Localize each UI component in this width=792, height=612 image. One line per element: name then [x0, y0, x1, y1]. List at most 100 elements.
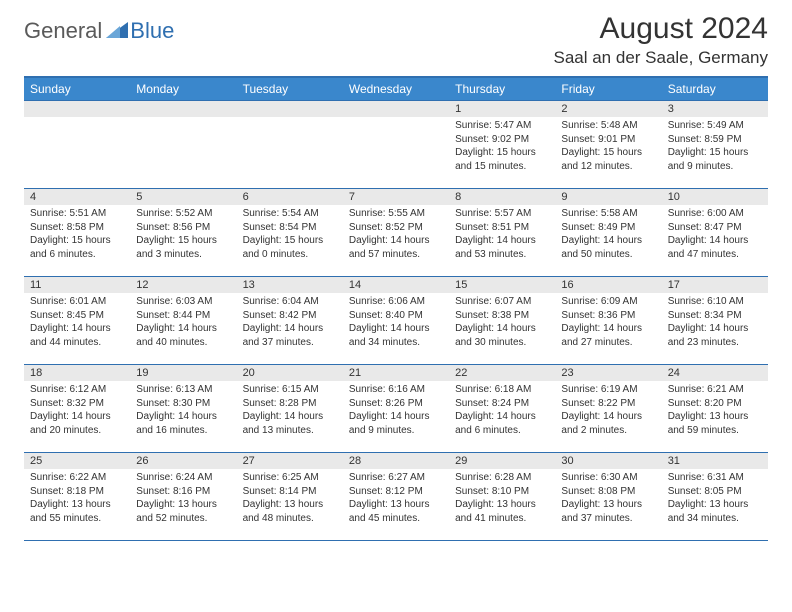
day-details: Sunrise: 6:09 AMSunset: 8:36 PMDaylight:…: [555, 293, 661, 353]
day-details: Sunrise: 6:10 AMSunset: 8:34 PMDaylight:…: [662, 293, 768, 353]
calendar-day-cell: [130, 101, 236, 189]
day-number-strip: 9: [555, 189, 661, 205]
day-details: Sunrise: 5:52 AMSunset: 8:56 PMDaylight:…: [130, 205, 236, 265]
day-details: Sunrise: 6:04 AMSunset: 8:42 PMDaylight:…: [237, 293, 343, 353]
sunrise-line: Sunrise: 5:58 AM: [561, 207, 655, 221]
calendar-body: 1Sunrise: 5:47 AMSunset: 9:02 PMDaylight…: [24, 101, 768, 541]
sunset-line: Sunset: 8:52 PM: [349, 221, 443, 235]
day-details: Sunrise: 6:18 AMSunset: 8:24 PMDaylight:…: [449, 381, 555, 441]
daylight-line: Daylight: 14 hours and 34 minutes.: [349, 322, 443, 349]
calendar-day-cell: 11Sunrise: 6:01 AMSunset: 8:45 PMDayligh…: [24, 277, 130, 365]
sunset-line: Sunset: 8:54 PM: [243, 221, 337, 235]
sunrise-line: Sunrise: 6:15 AM: [243, 383, 337, 397]
day-details: Sunrise: 6:30 AMSunset: 8:08 PMDaylight:…: [555, 469, 661, 529]
day-details: Sunrise: 6:25 AMSunset: 8:14 PMDaylight:…: [237, 469, 343, 529]
day-header: Wednesday: [343, 77, 449, 101]
calendar-day-cell: 1Sunrise: 5:47 AMSunset: 9:02 PMDaylight…: [449, 101, 555, 189]
sunrise-line: Sunrise: 5:57 AM: [455, 207, 549, 221]
daylight-line: Daylight: 13 hours and 45 minutes.: [349, 498, 443, 525]
daylight-line: Daylight: 14 hours and 53 minutes.: [455, 234, 549, 261]
sunset-line: Sunset: 8:56 PM: [136, 221, 230, 235]
day-details: Sunrise: 5:48 AMSunset: 9:01 PMDaylight:…: [555, 117, 661, 177]
day-number-strip: 10: [662, 189, 768, 205]
day-number-strip: 26: [130, 453, 236, 469]
daylight-line: Daylight: 13 hours and 48 minutes.: [243, 498, 337, 525]
sunrise-line: Sunrise: 6:07 AM: [455, 295, 549, 309]
sunset-line: Sunset: 9:01 PM: [561, 133, 655, 147]
calendar-week-row: 4Sunrise: 5:51 AMSunset: 8:58 PMDaylight…: [24, 189, 768, 277]
sunrise-line: Sunrise: 6:24 AM: [136, 471, 230, 485]
sunrise-line: Sunrise: 6:31 AM: [668, 471, 762, 485]
day-details: Sunrise: 5:49 AMSunset: 8:59 PMDaylight:…: [662, 117, 768, 177]
day-details: Sunrise: 6:06 AMSunset: 8:40 PMDaylight:…: [343, 293, 449, 353]
sunrise-line: Sunrise: 6:27 AM: [349, 471, 443, 485]
calendar-header-row: SundayMondayTuesdayWednesdayThursdayFrid…: [24, 77, 768, 101]
calendar-week-row: 25Sunrise: 6:22 AMSunset: 8:18 PMDayligh…: [24, 453, 768, 541]
sunrise-line: Sunrise: 6:22 AM: [30, 471, 124, 485]
sunset-line: Sunset: 8:38 PM: [455, 309, 549, 323]
sunset-line: Sunset: 8:59 PM: [668, 133, 762, 147]
sunrise-line: Sunrise: 6:21 AM: [668, 383, 762, 397]
day-number-strip: 1: [449, 101, 555, 117]
calendar-day-cell: 31Sunrise: 6:31 AMSunset: 8:05 PMDayligh…: [662, 453, 768, 541]
day-details: Sunrise: 6:19 AMSunset: 8:22 PMDaylight:…: [555, 381, 661, 441]
calendar-day-cell: 14Sunrise: 6:06 AMSunset: 8:40 PMDayligh…: [343, 277, 449, 365]
day-number-strip: 21: [343, 365, 449, 381]
day-number-strip: 23: [555, 365, 661, 381]
sunset-line: Sunset: 8:34 PM: [668, 309, 762, 323]
calendar-table: SundayMondayTuesdayWednesdayThursdayFrid…: [24, 76, 768, 541]
sunrise-line: Sunrise: 5:47 AM: [455, 119, 549, 133]
sunset-line: Sunset: 8:22 PM: [561, 397, 655, 411]
day-number-strip: 30: [555, 453, 661, 469]
day-header: Monday: [130, 77, 236, 101]
day-details: Sunrise: 5:51 AMSunset: 8:58 PMDaylight:…: [24, 205, 130, 265]
day-number-strip: 5: [130, 189, 236, 205]
day-details: Sunrise: 6:16 AMSunset: 8:26 PMDaylight:…: [343, 381, 449, 441]
calendar-page: General Blue August 2024 Saal an der Saa…: [0, 0, 792, 541]
calendar-day-cell: 27Sunrise: 6:25 AMSunset: 8:14 PMDayligh…: [237, 453, 343, 541]
sunset-line: Sunset: 8:12 PM: [349, 485, 443, 499]
calendar-day-cell: 30Sunrise: 6:30 AMSunset: 8:08 PMDayligh…: [555, 453, 661, 541]
calendar-day-cell: 24Sunrise: 6:21 AMSunset: 8:20 PMDayligh…: [662, 365, 768, 453]
day-details: Sunrise: 6:31 AMSunset: 8:05 PMDaylight:…: [662, 469, 768, 529]
brand-text-blue: Blue: [130, 18, 174, 44]
day-number-strip: 25: [24, 453, 130, 469]
daylight-line: Daylight: 15 hours and 6 minutes.: [30, 234, 124, 261]
daylight-line: Daylight: 13 hours and 55 minutes.: [30, 498, 124, 525]
day-header: Friday: [555, 77, 661, 101]
sunrise-line: Sunrise: 6:30 AM: [561, 471, 655, 485]
day-details: Sunrise: 6:27 AMSunset: 8:12 PMDaylight:…: [343, 469, 449, 529]
day-details: Sunrise: 6:00 AMSunset: 8:47 PMDaylight:…: [662, 205, 768, 265]
calendar-day-cell: 9Sunrise: 5:58 AMSunset: 8:49 PMDaylight…: [555, 189, 661, 277]
day-number-strip: 22: [449, 365, 555, 381]
sunset-line: Sunset: 8:49 PM: [561, 221, 655, 235]
calendar-day-cell: 13Sunrise: 6:04 AMSunset: 8:42 PMDayligh…: [237, 277, 343, 365]
day-number-strip: 12: [130, 277, 236, 293]
sunrise-line: Sunrise: 6:18 AM: [455, 383, 549, 397]
daylight-line: Daylight: 14 hours and 30 minutes.: [455, 322, 549, 349]
calendar-day-cell: 5Sunrise: 5:52 AMSunset: 8:56 PMDaylight…: [130, 189, 236, 277]
daylight-line: Daylight: 14 hours and 2 minutes.: [561, 410, 655, 437]
sunrise-line: Sunrise: 6:10 AM: [668, 295, 762, 309]
sunrise-line: Sunrise: 6:09 AM: [561, 295, 655, 309]
day-details: Sunrise: 6:24 AMSunset: 8:16 PMDaylight:…: [130, 469, 236, 529]
daylight-line: Daylight: 14 hours and 57 minutes.: [349, 234, 443, 261]
day-header: Sunday: [24, 77, 130, 101]
calendar-day-cell: [24, 101, 130, 189]
calendar-day-cell: 25Sunrise: 6:22 AMSunset: 8:18 PMDayligh…: [24, 453, 130, 541]
brand-triangle-icon: [106, 20, 128, 43]
calendar-day-cell: 21Sunrise: 6:16 AMSunset: 8:26 PMDayligh…: [343, 365, 449, 453]
sunset-line: Sunset: 8:32 PM: [30, 397, 124, 411]
day-number-strip: 29: [449, 453, 555, 469]
calendar-day-cell: 7Sunrise: 5:55 AMSunset: 8:52 PMDaylight…: [343, 189, 449, 277]
daylight-line: Daylight: 14 hours and 23 minutes.: [668, 322, 762, 349]
sunrise-line: Sunrise: 6:25 AM: [243, 471, 337, 485]
calendar-day-cell: 22Sunrise: 6:18 AMSunset: 8:24 PMDayligh…: [449, 365, 555, 453]
sunset-line: Sunset: 8:28 PM: [243, 397, 337, 411]
day-number-strip: 11: [24, 277, 130, 293]
daylight-line: Daylight: 13 hours and 41 minutes.: [455, 498, 549, 525]
calendar-day-cell: 17Sunrise: 6:10 AMSunset: 8:34 PMDayligh…: [662, 277, 768, 365]
sunrise-line: Sunrise: 5:48 AM: [561, 119, 655, 133]
daylight-line: Daylight: 14 hours and 13 minutes.: [243, 410, 337, 437]
calendar-day-cell: 19Sunrise: 6:13 AMSunset: 8:30 PMDayligh…: [130, 365, 236, 453]
